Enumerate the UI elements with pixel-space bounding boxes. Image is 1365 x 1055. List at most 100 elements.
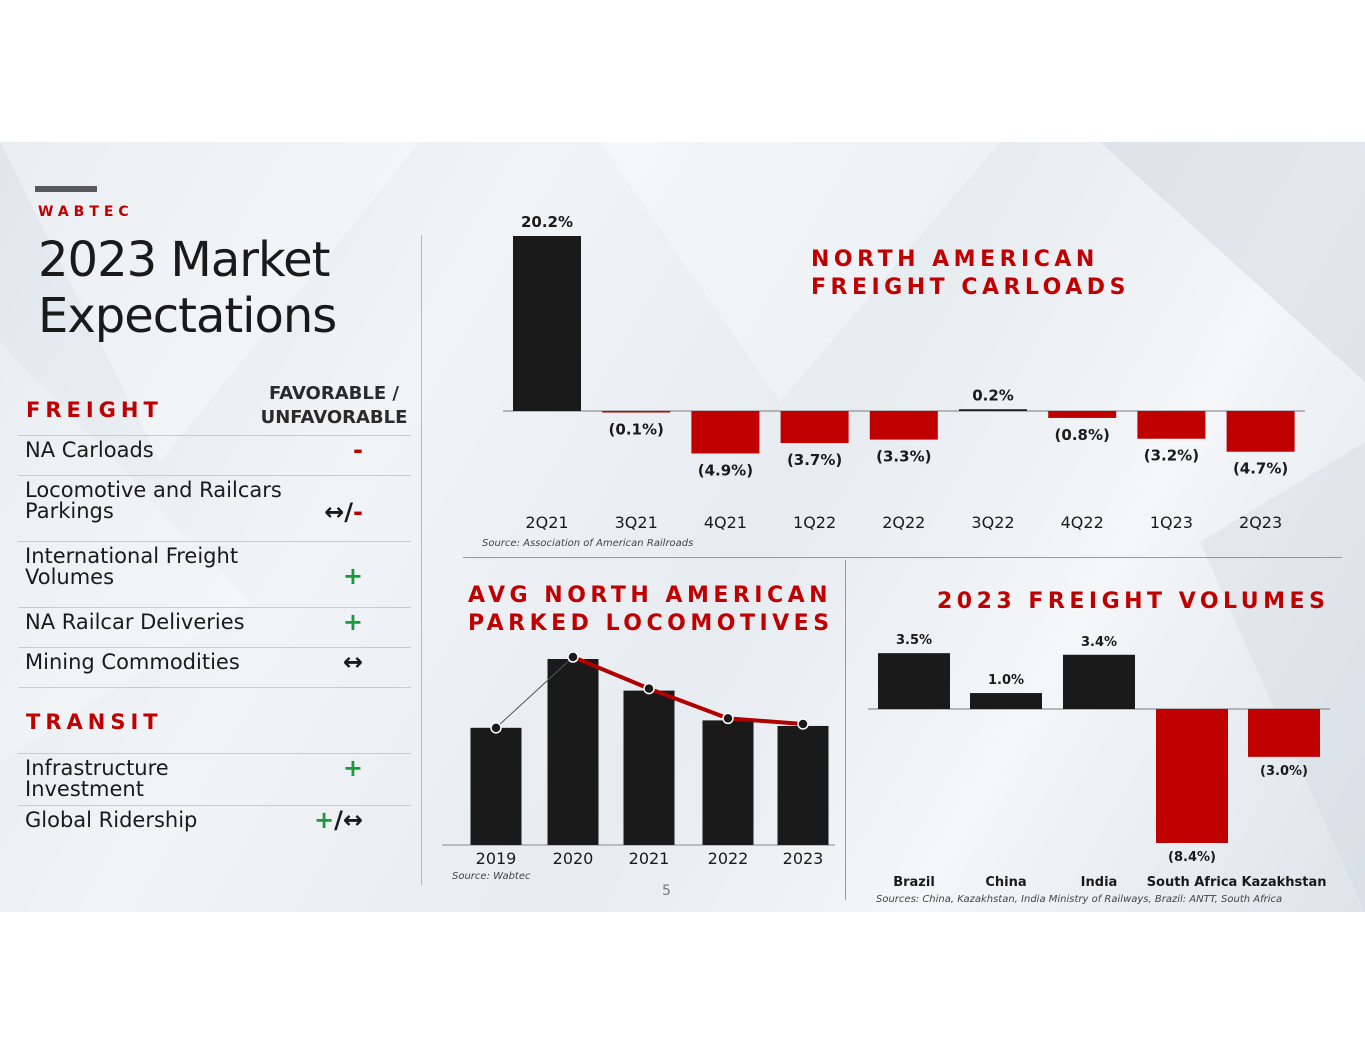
x-tick-label: 3Q21 [615,513,658,532]
bar [1048,411,1117,418]
x-tick-label: 2022 [708,849,749,868]
bar [777,725,829,845]
trend-point [722,712,734,725]
section-divider [421,235,422,885]
data-label: (3.0%) [1260,764,1308,779]
row-label: NA Carloads [25,438,154,462]
trend-point [797,718,809,730]
favorability-column-heading: FAVORABLE / UNFAVORABLE [250,382,418,430]
bar [513,236,581,411]
trend-line-segment [495,656,574,729]
data-label: 0.2% [972,386,1014,404]
data-label: (3.7%) [787,451,842,469]
trend-point [567,651,579,663]
x-tick-label: 2023 [783,849,824,868]
bar [970,693,1042,709]
data-label: 1.0% [988,673,1024,688]
trend-line [572,655,804,726]
x-tick-label: Kazakhstan [1241,875,1326,890]
row-indicator: ↔ [342,648,363,676]
freight-row: NA Railcar Deliveries + [18,607,411,648]
favorability-heading-line2: UNFAVORABLE [260,407,408,428]
x-tick-label: 2Q22 [882,513,925,532]
slide: WABTEC 2023 Market Expectations FREIGHT … [0,142,1365,912]
parked-locomotives-source: Source: Wabtec [452,871,531,882]
data-label: 3.5% [896,633,932,648]
bar [1248,709,1320,757]
transit-row: Infrastructure Investment + [18,753,411,806]
data-label: (4.9%) [698,461,753,479]
trend-point [490,722,502,734]
chart-divider-vertical [845,560,846,900]
data-label: 3.4% [1081,635,1117,650]
page-title: 2023 Market Expectations [38,232,398,344]
x-tick-label: 1Q23 [1150,513,1193,532]
row-divider [18,687,411,688]
data-label: (4.7%) [1233,460,1288,478]
row-label: Global Ridership [25,808,198,832]
bar [780,411,849,444]
freight-row: Locomotive and Railcars Parkings ↔/- [18,475,411,542]
x-tick-label: 2021 [629,849,670,868]
page-number: 5 [662,883,671,899]
freight-heading: FREIGHT [26,398,163,422]
freight-row: NA Carloads - [18,435,411,476]
parked-locomotives-chart: 2019 2020 2021 2022 2023 [442,651,835,868]
x-tick-label: India [1081,875,1118,890]
bar [959,409,1027,411]
row-indicator: + [342,754,363,782]
bar [470,727,522,845]
brand-bar [35,186,97,192]
data-label: (0.8%) [1055,426,1110,444]
carloads-source: Source: Association of American Railroad… [482,538,694,549]
bar [1226,411,1295,452]
x-tick-label: 2019 [476,849,517,868]
row-indicator: - [353,436,363,464]
row-indicator: + [342,608,363,636]
parked-locomotives-chart-title: AVG NORTH AMERICAN PARKED LOCOMOTIVES [468,583,834,636]
bar [878,653,950,709]
data-label: 20.2% [521,213,573,231]
x-tick-label: 2Q23 [1239,513,1282,532]
bar [1063,654,1135,709]
freight-volumes-chart-title: 2023 FREIGHT VOLUMES [937,589,1330,614]
x-tick-label: 3Q22 [971,513,1014,532]
freight-row: Mining Commodities ↔ [18,647,411,688]
freight-row: International Freight Volumes + [18,541,411,608]
x-tick-label: China [985,875,1026,890]
transit-heading: TRANSIT [26,710,163,734]
page-title-line2: Expectations [38,288,337,344]
row-label: Infrastructure Investment [25,756,169,801]
row-indicator: ↔/- [324,498,363,526]
bar [623,690,675,845]
bar [869,411,938,440]
carloads-chart: 20.2% 2Q21 (0.1%) 3Q21 (4.9%) 4Q21 (3.7%) 1Q22 (… [503,213,1305,532]
transit-row: Global Ridership +/↔ [18,805,411,846]
x-tick-label: 2020 [553,849,594,868]
row-label: NA Railcar Deliveries [25,610,245,634]
bar [602,411,671,413]
bar [1156,709,1228,843]
trend-point [643,682,655,695]
chart-divider-horizontal [463,557,1342,558]
row-indicator: +/↔ [314,806,363,834]
x-tick-label: South Africa [1147,875,1238,890]
x-tick-label: Brazil [893,875,935,890]
bar [1137,411,1206,439]
bar [547,659,599,845]
bar [691,411,760,454]
favorability-heading-line1: FAVORABLE / [269,383,399,404]
data-label: (0.1%) [609,421,664,439]
data-label: (3.3%) [876,448,931,466]
data-label: (3.2%) [1144,447,1199,465]
row-indicator: + [342,562,363,590]
freight-volumes-source: Sources: China, Kazakhstan, India Minist… [876,894,1283,905]
row-label: Mining Commodities [25,650,240,674]
row-label: Locomotive and Railcars Parkings [25,478,282,523]
page-title-line1: 2023 Market [38,232,330,288]
row-label: International Freight Volumes [25,544,239,589]
x-tick-label: 2Q21 [525,513,568,532]
data-label: (8.4%) [1168,850,1216,865]
carloads-chart-title: NORTH AMERICAN FREIGHT CARLOADS [811,247,1130,300]
bar [702,720,754,845]
